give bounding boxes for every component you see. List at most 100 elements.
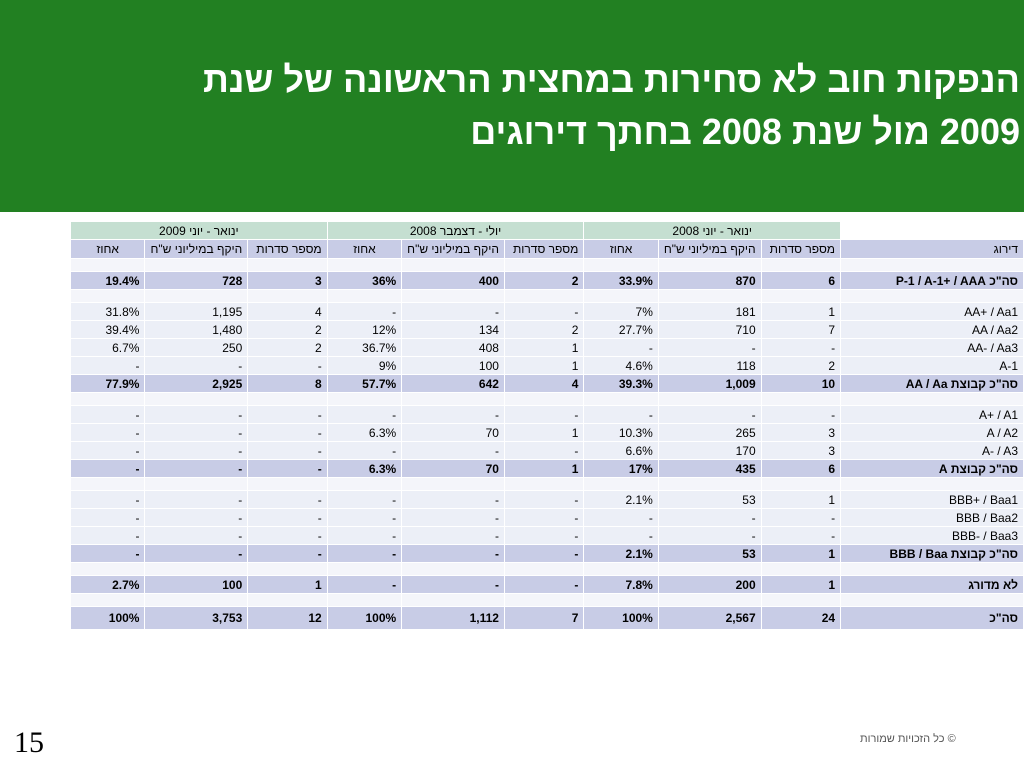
- period-header-gap: [840, 221, 1024, 240]
- table-cell: 870: [657, 271, 762, 290]
- table-cell: 24: [760, 606, 842, 630]
- table-cell: 7: [760, 320, 842, 339]
- table-cell: 17%: [583, 459, 659, 478]
- table-cell: 1,480: [144, 320, 249, 339]
- rating-cell: AA+ / Aa1: [840, 302, 1024, 321]
- rating-cell: AA / Aa2: [840, 320, 1024, 339]
- table-cell: -: [326, 405, 403, 424]
- separator-cell: [326, 477, 403, 491]
- col-series-2008h2: מספר סדרות: [503, 239, 585, 259]
- table-cell: 2: [503, 320, 585, 339]
- table-cell: 1,112: [401, 606, 505, 630]
- rating-cell: BBB- / Baa3: [840, 526, 1024, 545]
- table-cell: 265: [657, 423, 762, 442]
- separator-cell: [760, 477, 842, 491]
- separator-cell: [583, 593, 659, 607]
- separator-cell: [840, 392, 1024, 406]
- separator-cell: [247, 477, 328, 491]
- separator-cell: [657, 392, 762, 406]
- ratings-table: ינואר - יוני 2009 יולי - דצמבר 2008 ינוא…: [69, 221, 1024, 630]
- column-header-row: אחוז היקף במיליוני ש"ח מספר סדרות אחוז ה…: [69, 239, 1024, 259]
- table-cell: 6: [760, 459, 842, 478]
- table-cell: -: [144, 459, 249, 478]
- separator-cell: [144, 392, 249, 406]
- table-cell: 100: [401, 356, 505, 375]
- table-cell: -: [247, 459, 328, 478]
- separator-cell: [583, 258, 659, 272]
- slide-title: הנפקות חוב לא סחירות במחצית הראשונה של ש…: [10, 54, 1020, 158]
- table-cell: -: [69, 356, 146, 375]
- period-h2-2008: יולי - דצמבר 2008: [326, 221, 585, 240]
- table-cell: 70: [401, 423, 505, 442]
- table-cell: -: [760, 526, 842, 545]
- table-cell: -: [247, 441, 328, 460]
- table-cell: 400: [401, 271, 505, 290]
- table-cell: 19.4%: [69, 271, 146, 290]
- table-cell: -: [503, 441, 585, 460]
- rating-cell: A+ / A1: [840, 405, 1024, 424]
- separator-cell: [760, 562, 842, 576]
- table-cell: 1: [503, 356, 585, 375]
- period-header-row: ינואר - יוני 2009 יולי - דצמבר 2008 ינוא…: [70, 221, 1024, 240]
- table-cell: 1: [503, 338, 585, 357]
- separator-cell: [840, 258, 1024, 272]
- separator-cell: [503, 593, 585, 607]
- table-cell: -: [503, 575, 585, 594]
- table-cell: -: [401, 405, 505, 424]
- table-cell: -: [144, 526, 249, 545]
- separator-cell: [69, 477, 146, 491]
- separator-cell: [401, 562, 505, 576]
- rating-cell: AA- / Aa3: [840, 338, 1024, 357]
- table-cell: -: [144, 508, 249, 527]
- table-cell: -: [326, 302, 403, 321]
- period-h1-2008: ינואר - יוני 2008: [583, 221, 842, 240]
- separator-cell: [247, 289, 328, 303]
- table-cell: -: [760, 508, 842, 527]
- separator-cell: [247, 562, 328, 576]
- total-row: 19.4% 728 3 36% 400 2 33.9% 870 6 סה"כ P-1 / A-1+…: [69, 271, 1024, 290]
- table-row: - - - - - -6.6% 170 3 A- / A3: [69, 441, 1024, 460]
- table-row: - - - - - - - - - BBB / Baa2: [69, 508, 1024, 527]
- table-cell: -: [760, 338, 842, 357]
- table-cell: 100%: [583, 606, 659, 630]
- table-row: 6.7% 250 2 36.7% 408 1- - - AA- / Aa3: [69, 338, 1024, 357]
- separator-cell: [144, 562, 249, 576]
- separator-cell: [760, 289, 842, 303]
- table-cell: 7: [503, 606, 585, 630]
- table-cell: 1: [760, 544, 842, 563]
- table-cell: 200: [657, 575, 762, 594]
- table-cell: 6.7%: [69, 338, 146, 357]
- table-cell: -: [69, 405, 146, 424]
- table-cell: 250: [144, 338, 249, 357]
- table-cell: -: [503, 302, 585, 321]
- separator-row: [69, 593, 1024, 607]
- table-cell: 33.9%: [583, 271, 659, 290]
- separator-cell: [840, 477, 1024, 491]
- table-cell: -: [326, 490, 403, 509]
- table-cell: 2: [503, 271, 585, 290]
- separator-cell: [401, 477, 505, 491]
- table-cell: -: [247, 423, 328, 442]
- table-cell: 12: [247, 606, 328, 630]
- rating-cell: סה"כ P-1 / A-1+ / AAA: [840, 271, 1024, 290]
- table-cell: 2: [760, 356, 842, 375]
- separator-cell: [760, 258, 842, 272]
- table-cell: -: [247, 508, 328, 527]
- table-cell: 6.3%: [326, 423, 403, 442]
- separator-cell: [503, 392, 585, 406]
- table-cell: -: [326, 441, 403, 460]
- separator-cell: [69, 392, 146, 406]
- rating-cell: BBB+ / Baa1: [840, 490, 1024, 509]
- separator-cell: [401, 289, 505, 303]
- separator-cell: [69, 258, 146, 272]
- rating-cell: לא מדורג: [840, 575, 1024, 594]
- table-cell: -: [247, 405, 328, 424]
- table-cell: -: [583, 508, 659, 527]
- table-cell: 12%: [326, 320, 403, 339]
- col-volume-2009h1: היקף במיליוני ש"ח: [144, 239, 249, 259]
- separator-row: [69, 477, 1024, 491]
- table-cell: -: [401, 508, 505, 527]
- table-cell: 57.7%: [326, 374, 403, 393]
- table-cell: 2.7%: [69, 575, 146, 594]
- table-cell: -: [69, 459, 146, 478]
